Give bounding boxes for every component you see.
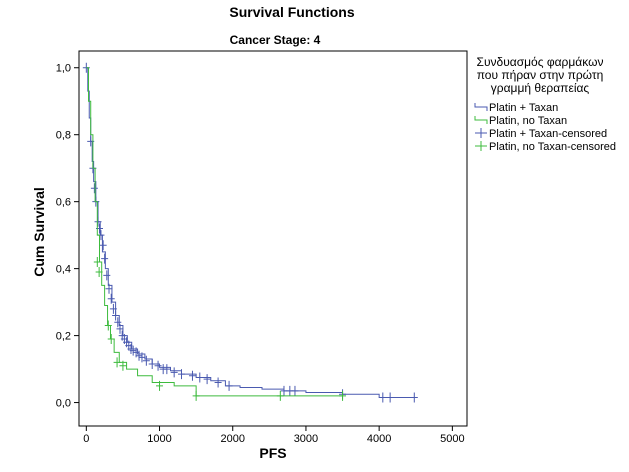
chart-subtitle: Cancer Stage: 4 [230, 33, 321, 47]
censor-mark [103, 270, 111, 281]
censor-mark [113, 357, 121, 368]
censor-mark [188, 370, 196, 381]
x-tick-label: 3000 [294, 433, 318, 445]
censor-mark [114, 317, 122, 328]
x-tick-label: 4000 [367, 433, 391, 445]
y-tick-label: 0,8 [56, 130, 71, 142]
legend-label: Platin, no Taxan [489, 115, 567, 127]
censor-mark [386, 392, 394, 403]
x-tick-label: 0 [83, 433, 89, 445]
legend-line-swatch [474, 116, 488, 124]
censor-mark [94, 216, 102, 227]
censor-mark [410, 392, 418, 403]
series-layer [82, 62, 418, 403]
censor-mark [90, 183, 98, 194]
censor-mark [163, 364, 171, 375]
x-tick-label: 5000 [440, 433, 464, 445]
legend-label: Platin + Taxan-censored [489, 128, 607, 140]
censor-mark [156, 380, 164, 391]
x-tick-label: 1000 [147, 433, 171, 445]
legend-entry: Platin, no Taxan [474, 115, 567, 127]
legend-entry: Platin + Taxan-censored [475, 128, 607, 140]
y-axis: 0,0 0,2 0,4 0,6 0,8 1,0 [56, 63, 79, 410]
legend-title-line-3: γραμμή θεραπείας [491, 81, 590, 95]
y-tick-label: 0,6 [56, 197, 71, 209]
legend-cross-swatch [475, 128, 487, 138]
legend-label: Platin, no Taxan-censored [489, 141, 616, 153]
censor-mark [170, 367, 178, 378]
legend-entry: Platin, no Taxan-censored [475, 141, 616, 153]
censor-mark [177, 369, 185, 380]
censor-mark [203, 374, 211, 385]
censor-mark [107, 293, 115, 304]
legend-title-line-1: Συνδυασμός φαρμάκων [477, 55, 604, 69]
legend-line-swatch [474, 103, 488, 111]
censor-mark [214, 377, 222, 388]
censor-mark [99, 240, 107, 251]
plot-area [78, 50, 468, 427]
censor-mark [129, 345, 137, 356]
legend-label: Platin + Taxan [489, 102, 558, 114]
censor-mark [119, 360, 127, 371]
censor-mark [379, 392, 387, 403]
censor-mark [138, 352, 146, 363]
censor-mark [105, 283, 113, 294]
censor-mark [225, 380, 233, 391]
x-axis-label: PFS [259, 445, 286, 461]
censor-mark [112, 310, 120, 321]
censor-mark [154, 360, 162, 371]
censor-mark [192, 390, 200, 401]
censor-mark [135, 350, 143, 361]
censor-mark [280, 385, 288, 396]
censor-mark [107, 333, 115, 344]
legend: Συνδυασμός φαρμάκων που πήραν στην πρώτη… [474, 55, 616, 153]
censor-mark [148, 359, 156, 370]
legend-title-line-2: που πήραν στην πρώτη [477, 68, 604, 82]
censor-mark [142, 355, 150, 366]
censor-mark [196, 372, 204, 383]
censor-mark [109, 303, 117, 314]
x-tick-label: 2000 [220, 433, 244, 445]
censor-mark [104, 320, 112, 331]
legend-entry: Platin + Taxan [474, 102, 558, 114]
censor-mark [101, 253, 109, 264]
censor-mark [93, 256, 101, 267]
y-tick-label: 0,2 [56, 331, 71, 343]
x-axis: 0 1000 2000 3000 4000 5000 [83, 426, 465, 445]
chart-title: Survival Functions [229, 4, 354, 20]
y-tick-label: 1,0 [56, 63, 71, 75]
y-axis-label: Cum Survival [31, 187, 47, 276]
legend-cross-swatch [475, 141, 487, 151]
censor-mark [95, 266, 103, 277]
censor-mark [116, 323, 124, 334]
y-tick-label: 0,0 [56, 398, 71, 410]
censor-mark [339, 390, 347, 401]
y-tick-label: 0,4 [56, 264, 71, 276]
censor-mark [276, 390, 284, 401]
censor-marks-2 [93, 256, 347, 401]
censor-mark [291, 385, 299, 396]
